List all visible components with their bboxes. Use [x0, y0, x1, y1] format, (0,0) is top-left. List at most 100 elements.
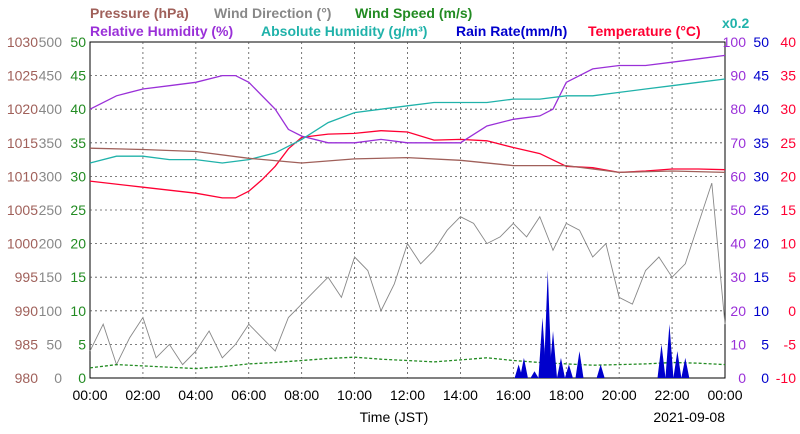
x-tick-label: 16:00 [496, 387, 531, 403]
y-tick-wind-speed: 5 [78, 336, 86, 352]
y-tick-pressure: 1030 [7, 34, 38, 50]
y-tick-rh: 80 [730, 101, 746, 117]
x-tick-label: 20:00 [602, 387, 637, 403]
legend-absolute-humidity: Absolute Humidity (g/m³) [261, 23, 427, 39]
y-tick-rh: 10 [730, 336, 746, 352]
x-tick-label: 14:00 [443, 387, 478, 403]
rain-spike [596, 364, 605, 378]
series-pressure [89, 147, 726, 174]
y-tick-temp: 40 [780, 34, 796, 50]
series-layer [89, 54, 726, 378]
x-tick-label: 18:00 [549, 387, 584, 403]
y-tick-wind-dir: 150 [39, 269, 63, 285]
y-tick-wind-speed: 25 [70, 202, 86, 218]
axes-layer: 00:00 02:00 04:00 06:00 08:00 10:00 12:00 14:00… [7, 34, 796, 403]
y-tick-wind-dir: 450 [39, 68, 63, 84]
rain-spike [549, 330, 558, 378]
y-tick-rain: 25 [753, 202, 769, 218]
gridlines [90, 42, 725, 378]
x-tick-label: 06:00 [231, 387, 266, 403]
y-tick-pressure: 1020 [7, 101, 38, 117]
x-tick-label: 04:00 [178, 387, 213, 403]
y-tick-rain: 30 [753, 168, 769, 184]
x-axis-label: Time (JST) [360, 409, 429, 425]
legend-pressure: Pressure (hPa) [90, 5, 189, 21]
y-tick-rh: 70 [730, 135, 746, 151]
legend-wind-direction: Wind Direction (°) [214, 5, 331, 21]
y-tick-wind-dir: 350 [39, 135, 63, 151]
y-tick-wind-speed: 40 [70, 101, 86, 117]
y-tick-rain: 45 [753, 68, 769, 84]
rain-spike [673, 351, 682, 378]
series-wind-speed [89, 356, 726, 370]
y-tick-temp: 25 [780, 135, 796, 151]
rain-spike [564, 364, 573, 378]
rain-spike [530, 371, 539, 378]
x-tick-label: 02:00 [125, 387, 160, 403]
series-ah [89, 78, 726, 164]
y-tick-pressure: 995 [15, 269, 39, 285]
y-tick-pressure: 985 [15, 336, 39, 352]
y-tick-temp: 35 [780, 68, 796, 84]
y-tick-temp: 20 [780, 168, 796, 184]
y-tick-wind-speed: 35 [70, 135, 86, 151]
y-tick-rain: 10 [753, 303, 769, 319]
x-tick-label: 10:00 [337, 387, 372, 403]
y-tick-wind-speed: 50 [70, 34, 86, 50]
y-tick-temp: 5 [788, 269, 796, 285]
y-tick-temp: 10 [780, 236, 796, 252]
series-wind-dir [89, 182, 726, 366]
y-tick-rh: 100 [723, 34, 747, 50]
x-tick-label: 00:00 [707, 387, 742, 403]
legend-wind-speed: Wind Speed (m/s) [355, 5, 472, 21]
y-tick-temp: 0 [788, 303, 796, 319]
series-rh [89, 54, 726, 144]
y-tick-wind-speed: 30 [70, 168, 86, 184]
x-tick-label: 00:00 [72, 387, 107, 403]
legend-temperature: Temperature (°C) [588, 23, 701, 39]
x-tick-label: 22:00 [655, 387, 690, 403]
y-tick-rain: 50 [753, 34, 769, 50]
y-tick-pressure: 1000 [7, 236, 38, 252]
y-tick-wind-speed: 45 [70, 68, 86, 84]
x-tick-label: 08:00 [284, 387, 319, 403]
rain-spike [681, 357, 690, 378]
y-tick-pressure: 980 [15, 370, 39, 386]
y-tick-wind-speed: 20 [70, 236, 86, 252]
y-tick-rh: 30 [730, 269, 746, 285]
y-tick-wind-dir: 400 [39, 101, 63, 117]
rain-spike [657, 344, 666, 378]
rain-spike [665, 324, 674, 378]
legend-relative-humidity: Relative Humidity (%) [90, 23, 233, 39]
ah-scale-note: x0.2 [722, 15, 749, 31]
y-tick-rain: 40 [753, 101, 769, 117]
y-tick-rain: 0 [761, 370, 769, 386]
y-tick-rain: 15 [753, 269, 769, 285]
y-tick-pressure: 1015 [7, 135, 38, 151]
y-tick-pressure: 1005 [7, 202, 38, 218]
rain-spike [519, 357, 528, 378]
y-tick-rain: 5 [761, 336, 769, 352]
rain-spike [556, 357, 565, 378]
y-tick-wind-dir: 300 [39, 168, 63, 184]
y-tick-rh: 50 [730, 202, 746, 218]
y-tick-rh: 90 [730, 68, 746, 84]
y-tick-temp: 15 [780, 202, 796, 218]
y-tick-rh: 40 [730, 236, 746, 252]
y-tick-temp: -10 [776, 370, 796, 386]
y-tick-wind-dir: 100 [39, 303, 63, 319]
x-tick-label: 12:00 [390, 387, 425, 403]
y-tick-pressure: 990 [15, 303, 39, 319]
y-tick-pressure: 1025 [7, 68, 38, 84]
chart-date: 2021-09-08 [653, 409, 725, 425]
rain-spike [543, 270, 552, 378]
y-tick-wind-dir: 200 [39, 236, 63, 252]
y-tick-wind-dir: 500 [39, 34, 63, 50]
y-tick-wind-speed: 0 [78, 370, 86, 386]
y-tick-wind-dir: 0 [54, 370, 62, 386]
y-tick-wind-speed: 10 [70, 303, 86, 319]
y-tick-rh: 20 [730, 303, 746, 319]
y-tick-rain: 20 [753, 236, 769, 252]
y-tick-rh: 0 [738, 370, 746, 386]
